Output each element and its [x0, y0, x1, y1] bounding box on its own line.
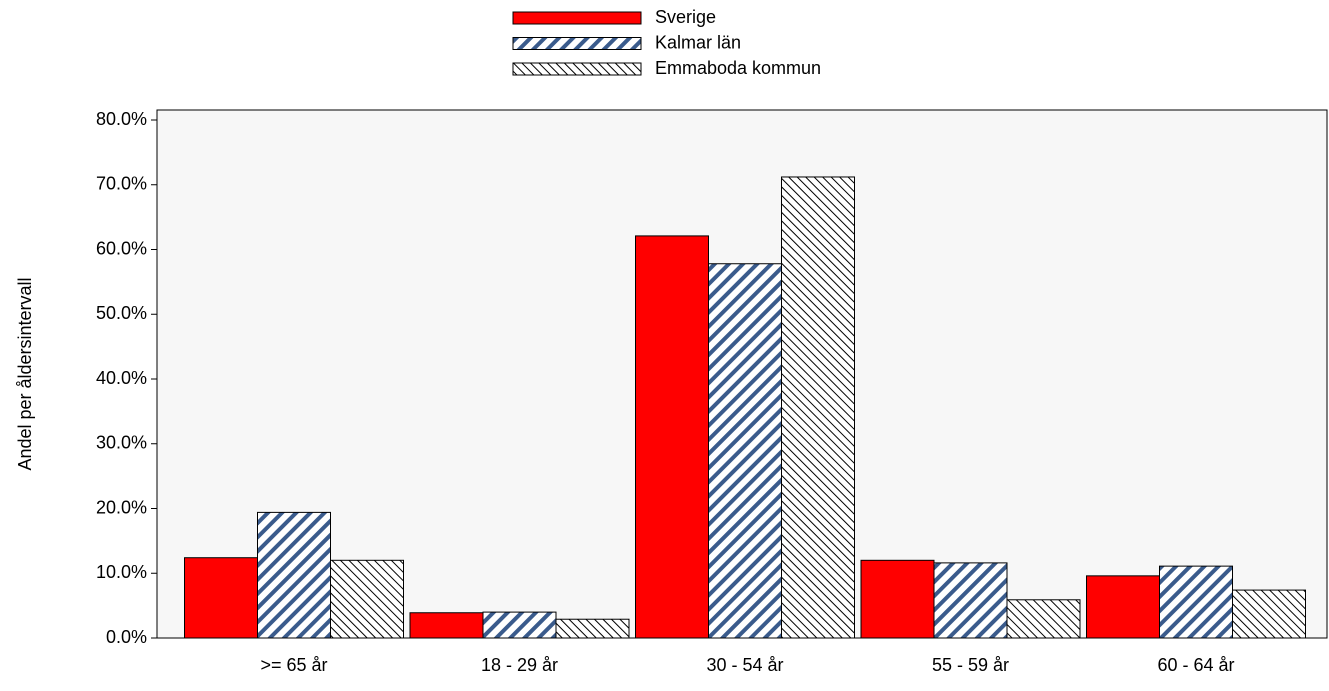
bar	[781, 176, 855, 639]
legend-swatch	[512, 62, 642, 76]
bar	[860, 559, 935, 639]
y-axis-label: Andel per åldersintervall	[15, 277, 35, 470]
y-tick-label: 70.0%	[96, 174, 147, 194]
bar	[409, 612, 484, 639]
bar	[330, 559, 404, 639]
y-tick-label: 50.0%	[96, 303, 147, 323]
legend-label: Sverige	[655, 7, 716, 27]
bar	[933, 562, 1008, 639]
x-tick-label: 18 - 29 år	[481, 655, 558, 675]
y-tick-label: 60.0%	[96, 238, 147, 258]
legend-swatch	[512, 37, 642, 50]
y-tick-label: 10.0%	[96, 562, 147, 582]
legend-label: Kalmar län	[655, 32, 741, 52]
x-tick-label: 30 - 54 år	[706, 655, 783, 675]
bar	[1232, 589, 1306, 639]
bar	[257, 511, 331, 639]
legend-swatch	[512, 11, 642, 25]
y-tick-label: 20.0%	[96, 497, 147, 517]
x-tick-label: 60 - 64 år	[1157, 655, 1234, 675]
bar	[1006, 599, 1081, 639]
y-tick-label: 30.0%	[96, 433, 147, 453]
y-tick-label: 80.0%	[96, 109, 147, 129]
x-tick-label: >= 65 år	[260, 655, 327, 675]
bar	[1159, 565, 1233, 639]
bar	[708, 263, 782, 639]
legend-label: Emmaboda kommun	[655, 58, 821, 78]
bar	[635, 235, 709, 639]
x-tick-label: 55 - 59 år	[932, 655, 1009, 675]
bar	[555, 618, 630, 639]
bar	[1086, 575, 1160, 639]
y-tick-label: 40.0%	[96, 368, 147, 388]
bar	[482, 611, 557, 639]
y-tick-label: 0.0%	[106, 627, 147, 647]
bar	[184, 557, 258, 639]
